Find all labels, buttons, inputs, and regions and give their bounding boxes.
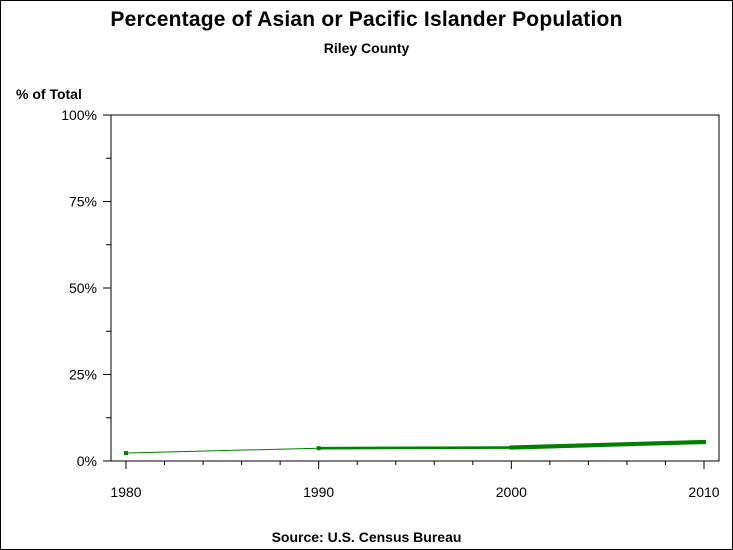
series-line-segment — [125, 447, 320, 454]
chart-subtitle: Riley County — [323, 40, 410, 56]
y-tick-label: 75% — [69, 194, 97, 210]
data-point — [509, 445, 514, 450]
source-note: Source: U.S. Census Bureau — [271, 529, 462, 545]
plot-area — [110, 114, 720, 462]
y-axis-label: % of Total — [16, 86, 82, 102]
x-tick-label: 1990 — [303, 484, 334, 500]
data-point — [702, 439, 706, 444]
x-tick-label: 1980 — [110, 484, 141, 500]
data-point — [124, 451, 128, 456]
y-tick-label: 50% — [69, 280, 97, 296]
x-tick-label: 2000 — [496, 484, 527, 500]
x-tick-label: 2010 — [688, 484, 719, 500]
series-marks — [124, 439, 707, 456]
y-tick-label: 0% — [77, 453, 97, 469]
y-tick-label: 100% — [61, 107, 97, 123]
series-line-segment — [509, 439, 707, 450]
chart-title: Percentage of Asian or Pacific Islander … — [110, 8, 623, 31]
series-line-segment — [317, 446, 513, 450]
y-tick-label: 25% — [69, 367, 97, 383]
axes: 0% 25% 50% 75% 100% 1980 1990 2000 2010 — [61, 107, 720, 500]
data-point — [316, 446, 321, 451]
